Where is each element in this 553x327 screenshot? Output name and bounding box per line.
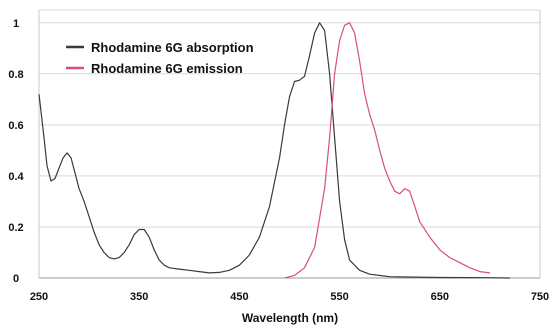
x-tick-label: 550 (330, 291, 348, 303)
y-tick-label: 0.6 (8, 120, 23, 132)
plot-frame (38, 9, 541, 278)
y-tick-labels: 0 0.2 0.4 0.6 0.8 1 (8, 18, 24, 285)
y-tick-label: 0.8 (8, 69, 23, 81)
x-tick-label: 250 (30, 291, 48, 303)
x-tick-label: 750 (531, 291, 549, 303)
legend-label-emission: Rhodamine 6G emission (91, 61, 243, 76)
y-tick-label: 1 (13, 18, 19, 30)
x-tick-label: 350 (130, 291, 148, 303)
gridlines (39, 22, 540, 279)
series-line-emission (284, 22, 490, 279)
x-tick-labels: 250 350 450 550 650 750 (30, 291, 549, 303)
x-tick-label: 650 (431, 291, 449, 303)
series-layer (38, 22, 510, 279)
x-tick-label: 450 (230, 291, 248, 303)
y-tick-label: 0 (13, 273, 19, 285)
y-tick-label: 0.2 (8, 222, 23, 234)
y-tick-label: 0.4 (8, 171, 24, 183)
x-axis-title: Wavelength (nm) (242, 311, 338, 325)
series-line-absorption (38, 22, 510, 279)
legend-label-absorption: Rhodamine 6G absorption (91, 40, 254, 55)
legend: Rhodamine 6G absorption Rhodamine 6G emis… (66, 40, 254, 76)
plot-area (39, 10, 540, 278)
